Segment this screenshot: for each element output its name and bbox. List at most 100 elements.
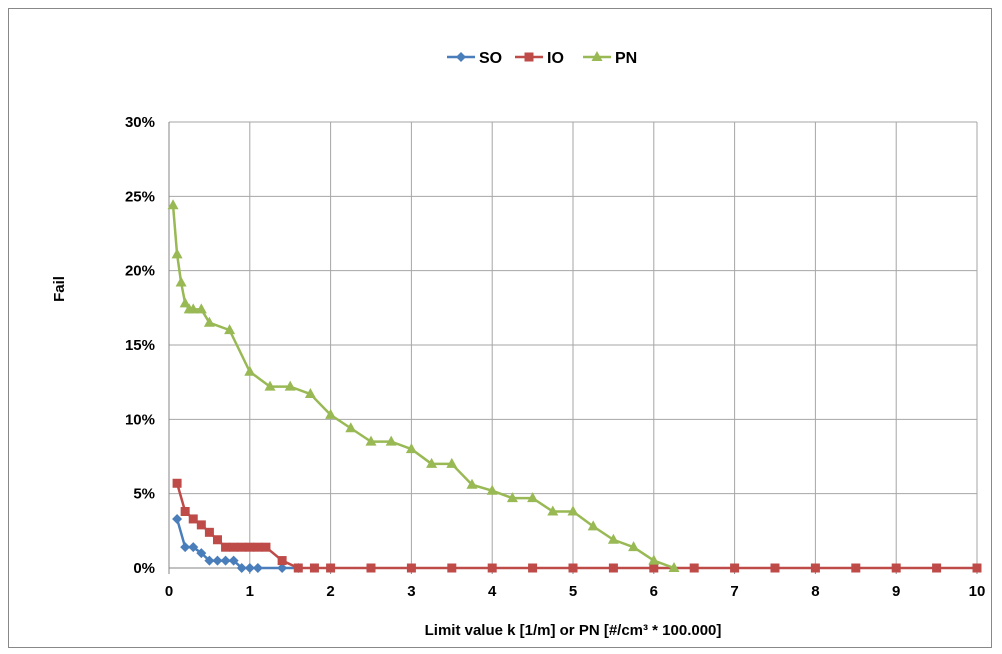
series-io-point xyxy=(730,563,740,573)
legend-swatch-marker xyxy=(456,52,466,62)
series-pn-point xyxy=(203,316,215,327)
legend-swatch-marker xyxy=(524,52,534,62)
series-pn-point xyxy=(224,324,236,335)
x-tick-label: 10 xyxy=(969,583,986,600)
y-tick-label: 20% xyxy=(125,263,155,280)
x-tick-label: 9 xyxy=(892,583,900,600)
series-pn-point xyxy=(486,484,498,495)
series-io-point xyxy=(447,563,457,573)
x-tick-label: 8 xyxy=(811,583,819,600)
series-pn-point xyxy=(365,435,377,446)
series-so-point xyxy=(180,542,191,553)
series-io xyxy=(172,478,982,573)
x-tick-label: 0 xyxy=(165,583,173,600)
series-pn-point xyxy=(547,505,559,516)
legend-label: SO xyxy=(479,50,502,67)
series-io-point xyxy=(932,563,942,573)
series-pn-point xyxy=(506,492,518,503)
series-so-point xyxy=(228,555,239,566)
series-io-point xyxy=(212,535,222,545)
series-so-point xyxy=(236,563,247,573)
series-pn-point xyxy=(187,303,199,314)
grid-layer xyxy=(168,121,978,569)
series-so-point xyxy=(244,563,255,573)
series-pn-point xyxy=(284,380,296,391)
x-tick-label: 4 xyxy=(488,583,497,600)
series-so-point xyxy=(172,513,183,524)
chart-frame: 0% 5% 10% 15% 20% 25% 30% 0 1 2 3 4 5 6 7 8 9 10 SO IO PN F… xyxy=(8,8,992,648)
series-pn-point xyxy=(171,248,183,259)
series-io-point xyxy=(770,563,780,573)
x-tick-label: 2 xyxy=(326,583,334,600)
series-pn-point xyxy=(446,457,458,468)
series-pn-point xyxy=(167,199,179,210)
series-pn-line xyxy=(171,205,675,570)
x-tick-label: 6 xyxy=(650,583,658,600)
series-io-point xyxy=(528,563,538,573)
y-tick-label: 0% xyxy=(133,560,155,577)
series-io-point xyxy=(293,563,303,573)
series-io-point xyxy=(309,563,319,573)
y-tick-label: 5% xyxy=(133,486,155,503)
legend-item-so: SO xyxy=(447,50,502,67)
series-pn-point xyxy=(195,303,207,314)
series-io-point xyxy=(188,514,198,524)
series-io-point xyxy=(608,563,618,573)
series-io-point xyxy=(277,556,287,566)
series-io-point xyxy=(180,507,190,517)
series-pn-point xyxy=(175,276,187,287)
y-axis-title: Fail xyxy=(51,276,68,302)
series-pn-point xyxy=(567,505,579,516)
series-pn-point xyxy=(668,562,680,572)
series-io-point xyxy=(261,542,271,552)
legend-label: IO xyxy=(547,50,564,67)
y-tick-label: 30% xyxy=(125,114,155,131)
series-pn-point xyxy=(587,520,599,531)
series-so-point xyxy=(220,555,231,566)
series-so-point xyxy=(212,555,223,566)
series-io-point xyxy=(406,563,416,573)
series-io-point xyxy=(204,527,214,537)
x-tick-label: 3 xyxy=(407,583,415,600)
series-pn-point xyxy=(244,365,256,376)
x-tick-label: 1 xyxy=(246,583,254,600)
series-so-point xyxy=(252,563,263,573)
series-io-point xyxy=(326,563,336,573)
series-io-point xyxy=(649,563,659,573)
series-layer xyxy=(167,199,982,573)
series-io-point xyxy=(972,563,982,573)
series-io-line xyxy=(175,482,977,570)
series-pn-point xyxy=(304,388,316,399)
y-tick-label: 25% xyxy=(125,188,155,205)
legend-item-pn: PN xyxy=(583,50,637,67)
series-io-point xyxy=(245,542,255,552)
series-io-point xyxy=(891,563,901,573)
series-so-point xyxy=(196,548,207,559)
series-io-point xyxy=(568,563,578,573)
series-io-point xyxy=(487,563,497,573)
series-so-point xyxy=(188,542,199,553)
y-tick-label: 15% xyxy=(125,337,155,354)
series-so xyxy=(172,513,304,573)
x-tick-label: 5 xyxy=(569,583,577,600)
series-pn-point xyxy=(527,492,539,503)
line-chart: 0% 5% 10% 15% 20% 25% 30% 0 1 2 3 4 5 6 7 8 9 10 SO IO PN F… xyxy=(51,50,985,639)
x-tick-label: 7 xyxy=(730,583,738,600)
series-pn-point xyxy=(179,297,191,308)
legend-swatch-marker xyxy=(591,51,603,61)
series-so-point xyxy=(277,563,288,573)
y-tick-label: 10% xyxy=(125,411,155,428)
series-pn-point xyxy=(607,533,619,544)
series-io-point xyxy=(366,563,376,573)
axis-layer: 0% 5% 10% 15% 20% 25% 30% 0 1 2 3 4 5 6 7 8 9 10 xyxy=(125,114,985,600)
legend: SO IO PN xyxy=(447,50,637,67)
series-so-point xyxy=(204,555,215,566)
series-pn-point xyxy=(426,457,438,468)
x-axis-title: Limit value k [1/m] or PN [#/cm³ * 100.0… xyxy=(425,622,722,639)
series-pn-point xyxy=(628,541,640,552)
series-io-point xyxy=(172,478,182,488)
series-pn-point xyxy=(405,443,417,454)
series-pn-point xyxy=(385,435,397,446)
series-pn xyxy=(167,199,680,572)
series-io-point xyxy=(229,542,239,552)
